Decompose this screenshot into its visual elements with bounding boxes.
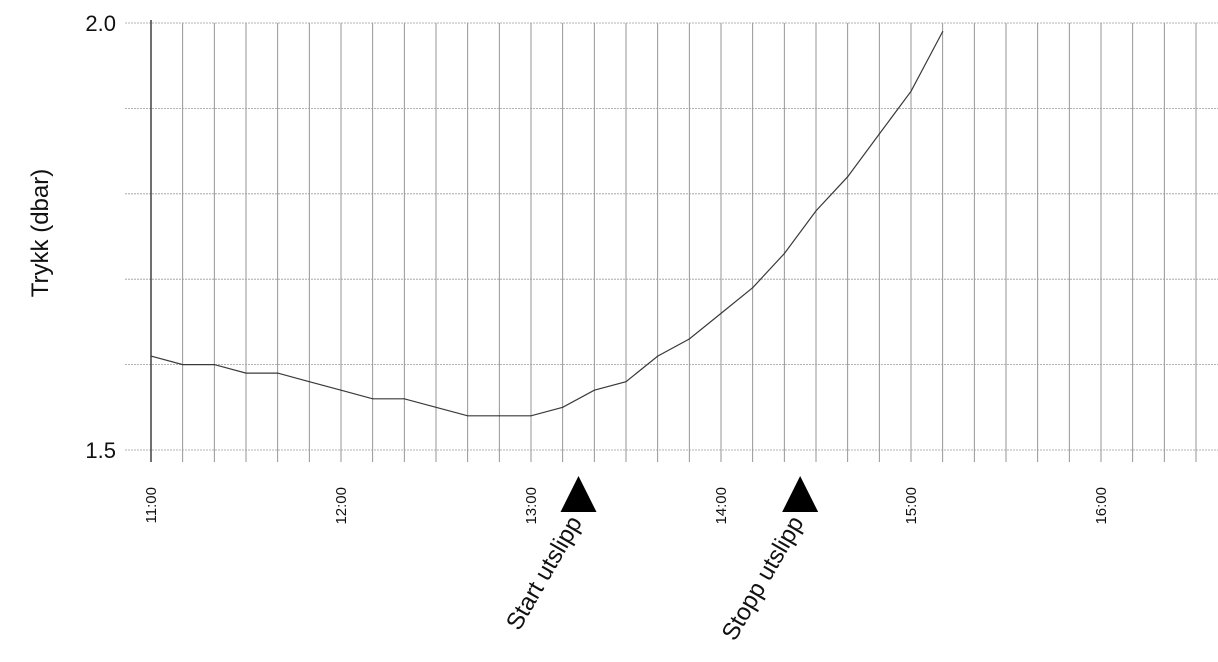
series-line bbox=[150, 31, 944, 417]
data-point bbox=[182, 364, 184, 366]
x-tick-label: 14:00 bbox=[713, 487, 730, 525]
data-point bbox=[435, 406, 437, 408]
data-point bbox=[625, 381, 627, 383]
x-tick-label: 13:00 bbox=[523, 487, 540, 525]
series-layer bbox=[150, 30, 944, 417]
data-point bbox=[308, 381, 310, 383]
y-tick-label: 1.5 bbox=[85, 438, 116, 463]
data-point bbox=[530, 415, 532, 417]
data-point bbox=[752, 287, 754, 289]
data-point bbox=[878, 133, 880, 135]
data-point bbox=[340, 389, 342, 391]
event-marker-triangle bbox=[782, 476, 819, 512]
event-label: Start utslipp bbox=[501, 512, 588, 635]
data-point bbox=[467, 415, 469, 417]
y-tick-label: 2.0 bbox=[85, 11, 116, 36]
data-point bbox=[910, 90, 912, 92]
data-point bbox=[498, 415, 500, 417]
event-marker-triangle bbox=[560, 476, 597, 512]
data-point bbox=[688, 338, 690, 340]
grid bbox=[125, 22, 1218, 462]
data-point bbox=[847, 176, 849, 178]
data-point bbox=[593, 389, 595, 391]
data-point bbox=[213, 364, 215, 366]
x-tick-label: 15:00 bbox=[903, 487, 920, 525]
y-tick-labels: 2.0 1.5 bbox=[85, 11, 116, 463]
data-point bbox=[562, 406, 564, 408]
data-point bbox=[150, 355, 152, 357]
data-point bbox=[372, 398, 374, 400]
annotations: Start utslipp Stopp utslipp bbox=[501, 476, 819, 646]
x-tick-labels: 11:00 12:00 13:00 14:00 15:00 16:00 bbox=[143, 487, 1110, 525]
x-tick-label: 11:00 bbox=[143, 487, 160, 523]
data-point bbox=[815, 210, 817, 212]
y-axis-label: Trykk (dbar) bbox=[27, 169, 54, 297]
data-point bbox=[245, 372, 247, 374]
data-point bbox=[403, 398, 405, 400]
data-point bbox=[277, 372, 279, 374]
data-point bbox=[783, 252, 785, 255]
data-point bbox=[720, 312, 722, 314]
data-point bbox=[942, 30, 944, 33]
event-label: Stopp utslipp bbox=[717, 512, 810, 646]
x-tick-label: 12:00 bbox=[333, 487, 350, 525]
x-tick-label: 16:00 bbox=[1093, 487, 1110, 525]
data-point bbox=[657, 355, 659, 357]
